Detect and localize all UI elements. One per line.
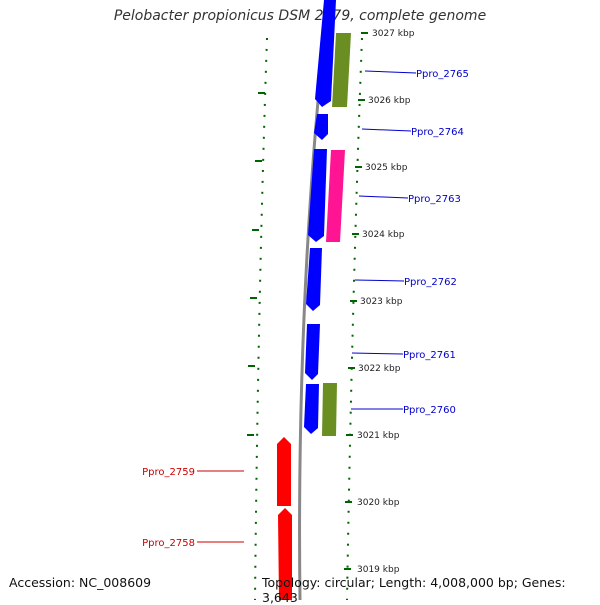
gene-callout-line bbox=[351, 352, 404, 355]
gene-callout-line bbox=[361, 128, 412, 132]
forward-gene-arrow[interactable] bbox=[304, 384, 319, 434]
kbp-tick-label: 3025 kbp bbox=[365, 163, 408, 173]
forward-gene-arrow[interactable] bbox=[305, 324, 320, 380]
gene-callout-line bbox=[354, 279, 405, 282]
kbp-tick-label: 3019 kbp bbox=[357, 565, 400, 575]
outer-dotted-guide bbox=[346, 37, 363, 600]
kbp-tick-label: 3022 kbp bbox=[358, 364, 401, 374]
genome-title: Pelobacter propionicus DSM 2379, complet… bbox=[113, 8, 487, 24]
gene-label-ppro-2762[interactable]: Ppro_2762 bbox=[404, 277, 457, 288]
gene-label-ppro-2759[interactable]: Ppro_2759 bbox=[142, 467, 195, 478]
forward-gene-arrow[interactable] bbox=[314, 114, 328, 140]
magenta-feature-block[interactable] bbox=[326, 150, 345, 242]
forward-gene-arrow[interactable] bbox=[308, 149, 327, 242]
kbp-tick-label: 3024 kbp bbox=[362, 230, 405, 240]
inner-dotted-guide bbox=[254, 37, 268, 600]
gene-label-ppro-2758[interactable]: Ppro_2758 bbox=[142, 538, 195, 549]
gene-callout-line bbox=[358, 195, 409, 199]
reverse-gene-arrow[interactable] bbox=[278, 508, 292, 600]
gene-label-ppro-2765[interactable]: Ppro_2765 bbox=[416, 69, 469, 80]
accession-text: Accession: NC_008609 bbox=[9, 575, 152, 590]
forward-gene-arrow[interactable] bbox=[306, 248, 322, 311]
forward-gene-arrow[interactable] bbox=[315, 0, 336, 107]
gene-label-ppro-2764[interactable]: Ppro_2764 bbox=[411, 127, 464, 138]
olive-feature-block[interactable] bbox=[332, 33, 351, 107]
gene-callout-line bbox=[364, 70, 417, 74]
gene-label-ppro-2763[interactable]: Ppro_2763 bbox=[408, 194, 461, 205]
gene-label-ppro-2761[interactable]: Ppro_2761 bbox=[403, 350, 456, 361]
kbp-tick-label: 3027 kbp bbox=[372, 29, 415, 39]
kbp-tick-label: 3020 kbp bbox=[357, 498, 400, 508]
gene-label-ppro-2760[interactable]: Ppro_2760 bbox=[403, 405, 456, 416]
olive-feature-block[interactable] bbox=[322, 383, 337, 436]
kbp-tick-label: 3026 kbp bbox=[368, 96, 411, 106]
inner-tick-marks bbox=[247, 92, 265, 436]
kbp-tick-label: 3023 kbp bbox=[360, 297, 403, 307]
topology-text: Topology: circular; Length: 4,008,000 bp… bbox=[262, 575, 566, 605]
kbp-tick-label: 3021 kbp bbox=[357, 431, 400, 441]
reverse-gene-arrow[interactable] bbox=[277, 437, 291, 506]
